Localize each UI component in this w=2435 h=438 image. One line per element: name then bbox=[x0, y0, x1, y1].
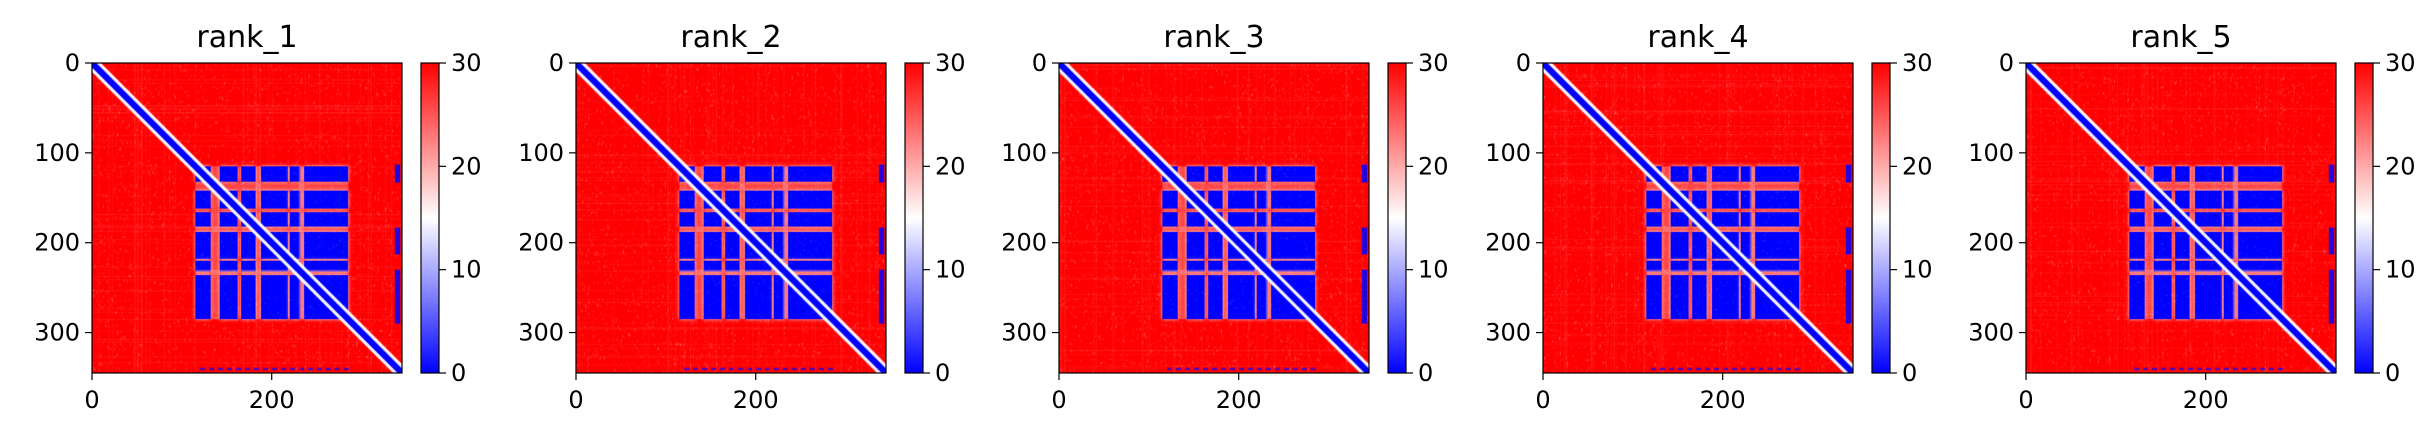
plot-frame bbox=[575, 62, 887, 374]
heatmap-panel: rank_3 0 200 0 100 200 300 0 10 20 30 bbox=[1001, 20, 1448, 414]
y-tick-label: 300 bbox=[1485, 319, 1531, 347]
plot-frame bbox=[1058, 62, 1370, 374]
colorbar bbox=[904, 62, 924, 374]
y-tick-label: 300 bbox=[1001, 319, 1047, 347]
colorbar-tick-label: 20 bbox=[1418, 152, 1449, 180]
y-tick-label: 0 bbox=[65, 49, 80, 77]
y-tick-label: 200 bbox=[1001, 229, 1047, 257]
y-tick-label: 300 bbox=[34, 319, 80, 347]
plot-frame bbox=[2025, 62, 2337, 374]
heatmap-panel: rank_1 0 200 0 100 200 300 0 10 20 30 bbox=[34, 20, 481, 414]
y-tick-label: 100 bbox=[34, 139, 80, 167]
y-tick-label: 0 bbox=[1516, 49, 1531, 77]
colorbar-tick-label: 0 bbox=[451, 359, 466, 387]
heatmap-image bbox=[1543, 63, 1853, 373]
x-tick-label: 200 bbox=[249, 386, 295, 414]
colorbar-tick-label: 30 bbox=[2385, 49, 2416, 77]
y-tick-label: 200 bbox=[34, 229, 80, 257]
y-tick-label: 200 bbox=[518, 229, 564, 257]
colorbar-tick-label: 30 bbox=[451, 49, 482, 77]
x-tick-label: 0 bbox=[1051, 386, 1066, 414]
x-tick-label: 200 bbox=[733, 386, 779, 414]
colorbar-tick-label: 10 bbox=[451, 256, 482, 284]
heatmap-panel: rank_5 0 200 0 100 200 300 0 10 20 30 bbox=[1968, 20, 2415, 414]
x-tick-label: 200 bbox=[1216, 386, 1262, 414]
x-tick-label: 0 bbox=[568, 386, 583, 414]
heatmap-image bbox=[92, 63, 402, 373]
y-tick-label: 100 bbox=[1001, 139, 1047, 167]
colorbar-tick-label: 30 bbox=[935, 49, 966, 77]
colorbar-tick-label: 20 bbox=[2385, 152, 2416, 180]
heatmap-panel: rank_2 0 200 0 100 200 300 0 10 20 30 bbox=[518, 20, 965, 414]
colorbar-tick-label: 10 bbox=[1902, 256, 1933, 284]
colorbar-tick-label: 20 bbox=[1902, 152, 1933, 180]
colorbar-tick-label: 30 bbox=[1418, 49, 1449, 77]
panel-title: rank_4 bbox=[1647, 20, 1748, 55]
x-tick-label: 200 bbox=[2183, 386, 2229, 414]
y-tick-label: 0 bbox=[1999, 49, 2014, 77]
panel-title: rank_5 bbox=[2130, 20, 2231, 55]
panel-title: rank_1 bbox=[196, 20, 297, 55]
y-tick-label: 200 bbox=[1485, 229, 1531, 257]
y-tick-label: 100 bbox=[518, 139, 564, 167]
colorbar-tick-label: 20 bbox=[451, 152, 482, 180]
x-tick-label: 200 bbox=[1700, 386, 1746, 414]
colorbar-tick-label: 10 bbox=[1418, 256, 1449, 284]
y-tick-label: 0 bbox=[1032, 49, 1047, 77]
colorbar-tick-label: 30 bbox=[1902, 49, 1933, 77]
colorbar-tick-label: 20 bbox=[935, 152, 966, 180]
colorbar bbox=[420, 62, 440, 374]
x-tick-label: 0 bbox=[1535, 386, 1550, 414]
colorbar bbox=[2354, 62, 2374, 374]
panel-title: rank_3 bbox=[1163, 20, 1264, 55]
y-tick-label: 200 bbox=[1968, 229, 2014, 257]
heatmap-image bbox=[576, 63, 886, 373]
colorbar-tick-label: 0 bbox=[935, 359, 950, 387]
heatmap-image bbox=[1059, 63, 1369, 373]
heatmap-panel: rank_4 0 200 0 100 200 300 0 10 20 30 bbox=[1485, 20, 1932, 414]
y-tick-label: 100 bbox=[1968, 139, 2014, 167]
heatmap-image bbox=[2026, 63, 2336, 373]
y-tick-label: 300 bbox=[518, 319, 564, 347]
colorbar bbox=[1387, 62, 1407, 374]
colorbar-tick-label: 0 bbox=[1418, 359, 1433, 387]
y-tick-label: 100 bbox=[1485, 139, 1531, 167]
colorbar-tick-label: 0 bbox=[1902, 359, 1917, 387]
x-tick-label: 0 bbox=[84, 386, 99, 414]
colorbar bbox=[1871, 62, 1891, 374]
x-tick-label: 0 bbox=[2018, 386, 2033, 414]
plot-frame bbox=[91, 62, 403, 374]
plot-frame bbox=[1542, 62, 1854, 374]
colorbar-tick-label: 0 bbox=[2385, 359, 2400, 387]
panel-title: rank_2 bbox=[680, 20, 781, 55]
y-tick-label: 300 bbox=[1968, 319, 2014, 347]
colorbar-tick-label: 10 bbox=[2385, 256, 2416, 284]
colorbar-tick-label: 10 bbox=[935, 256, 966, 284]
y-tick-label: 0 bbox=[549, 49, 564, 77]
